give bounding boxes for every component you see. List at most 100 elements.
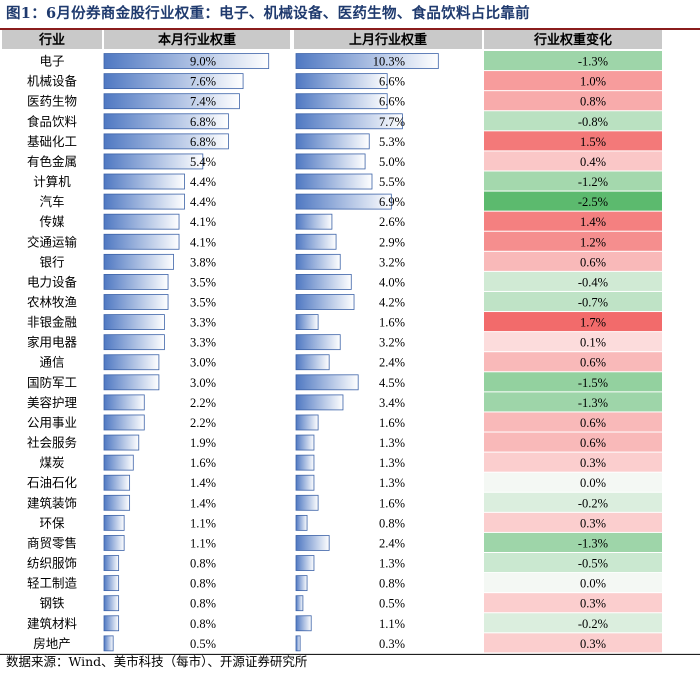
previous-weight-label: 1.6%	[379, 496, 405, 510]
industry-label: 建筑装饰	[27, 495, 77, 510]
change-cell-建筑装饰	[484, 492, 662, 512]
industry-label: 商贸零售	[27, 535, 77, 550]
bar-current-电力设备	[103, 274, 169, 290]
bar-previous-传媒	[295, 213, 333, 230]
previous-weight-label: 6.6%	[379, 95, 405, 109]
bar-previous-钢铁	[295, 595, 304, 612]
current-weight-label: 5.4%	[190, 155, 216, 169]
change-cell-通信	[484, 352, 662, 372]
weight-change-label: -0.5%	[578, 557, 608, 571]
change-cell-计算机	[484, 171, 662, 191]
change-cell-农林牧渔	[484, 291, 662, 312]
change-cell-传媒	[484, 211, 662, 231]
bar-current-商贸零售	[103, 535, 125, 551]
previous-weight-label: 0.3%	[379, 637, 405, 651]
industry-label: 机械设备	[27, 74, 78, 89]
bar-previous-建筑装饰	[295, 494, 319, 511]
current-weight-label: 1.9%	[190, 436, 216, 450]
industry-label: 公用事业	[27, 415, 77, 430]
industry-label: 美容护理	[27, 395, 78, 410]
previous-weight-label: 0.5%	[379, 597, 405, 611]
weight-change-label: 0.6%	[580, 436, 606, 450]
previous-weight-label: 0.8%	[379, 577, 405, 591]
bar-previous-医药生物	[295, 93, 388, 110]
industry-label: 石油石化	[27, 475, 78, 490]
bar-current-环保	[103, 514, 125, 531]
weight-change-label: 0.6%	[580, 255, 606, 269]
industry-label: 医药生物	[27, 94, 77, 109]
change-cell-家用电器	[484, 332, 662, 352]
current-weight-label: 0.8%	[190, 577, 216, 591]
previous-weight-label: 5.0%	[379, 155, 405, 169]
change-cell-电力设备	[484, 271, 662, 291]
weight-change-label: -0.4%	[578, 275, 608, 289]
current-weight-label: 4.4%	[190, 175, 216, 189]
weight-change-label: 0.3%	[580, 516, 606, 530]
bar-previous-交通运输	[295, 233, 337, 250]
current-weight-label: 3.3%	[190, 336, 216, 350]
bar-previous-有色金属	[295, 153, 366, 170]
current-weight-label: 4.1%	[190, 235, 216, 249]
change-cell-机械设备	[484, 71, 662, 91]
weight-change-label: 1.4%	[580, 215, 606, 229]
previous-weight-label: 0.8%	[379, 516, 405, 530]
current-weight-label: 6.8%	[190, 115, 216, 129]
bar-previous-食品饮料	[295, 113, 403, 130]
bar-current-电子	[103, 53, 270, 69]
bar-current-非银金融	[103, 314, 165, 330]
previous-weight-label: 1.3%	[379, 476, 405, 490]
industry-label: 环保	[39, 515, 65, 530]
header-cell-bg	[294, 30, 482, 49]
previous-weight-label: 1.1%	[379, 617, 405, 631]
previous-weight-label: 10.3%	[373, 55, 405, 69]
weight-change-label: -0.7%	[578, 296, 608, 310]
bar-current-医药生物	[103, 93, 240, 110]
change-cell-医药生物	[484, 91, 662, 111]
industry-label: 汽车	[39, 194, 64, 209]
current-weight-label: 3.0%	[190, 356, 216, 370]
bar-current-房地产	[103, 635, 114, 652]
bar-previous-商贸零售	[295, 535, 330, 551]
bar-previous-石油石化	[295, 474, 315, 491]
bar-current-家用电器	[103, 334, 165, 351]
header-cell-bg	[484, 30, 662, 49]
industry-label: 通信	[39, 355, 64, 370]
bar-previous-基础化工	[295, 133, 370, 150]
bar-previous-纺织服饰	[295, 555, 315, 571]
bar-current-公用事业	[103, 414, 145, 431]
previous-weight-label: 1.6%	[379, 316, 405, 330]
change-cell-公用事业	[484, 412, 662, 432]
industry-label: 社会服务	[27, 435, 77, 450]
weight-change-label: 0.6%	[580, 356, 606, 370]
bar-previous-电力设备	[295, 274, 352, 290]
column-header: 行业权重变化	[533, 32, 612, 48]
current-weight-label: 0.8%	[190, 557, 216, 571]
weight-change-label: -0.2%	[578, 496, 608, 510]
current-weight-label: 0.8%	[190, 597, 216, 611]
bar-previous-社会服务	[295, 434, 315, 451]
weight-change-label: 1.2%	[580, 235, 606, 249]
industry-label: 交通运输	[27, 234, 78, 249]
bar-previous-建筑材料	[295, 615, 312, 632]
weight-change-label: -1.5%	[578, 376, 608, 390]
current-weight-label: 3.3%	[190, 316, 216, 330]
weight-change-label: -2.5%	[578, 195, 608, 209]
previous-weight-label: 2.6%	[379, 215, 405, 229]
current-weight-label: 7.4%	[190, 95, 216, 109]
bar-previous-通信	[295, 354, 330, 371]
bar-previous-轻工制造	[295, 575, 308, 592]
weight-change-label: -1.3%	[578, 55, 608, 69]
industry-label: 电力设备	[27, 274, 78, 289]
bar-current-美容护理	[103, 394, 145, 411]
bar-current-有色金属	[103, 153, 204, 170]
weight-change-label: 0.4%	[580, 155, 606, 169]
industry-label: 传媒	[39, 214, 65, 229]
change-cell-建筑材料	[484, 613, 662, 633]
change-cell-石油石化	[484, 472, 662, 492]
change-cell-电子	[484, 51, 662, 71]
weight-change-label: -0.8%	[578, 115, 608, 129]
industry-label: 纺织服饰	[27, 556, 77, 571]
previous-weight-label: 3.2%	[379, 255, 405, 269]
change-cell-房地产	[484, 633, 662, 653]
industry-label: 非银金融	[27, 315, 78, 330]
